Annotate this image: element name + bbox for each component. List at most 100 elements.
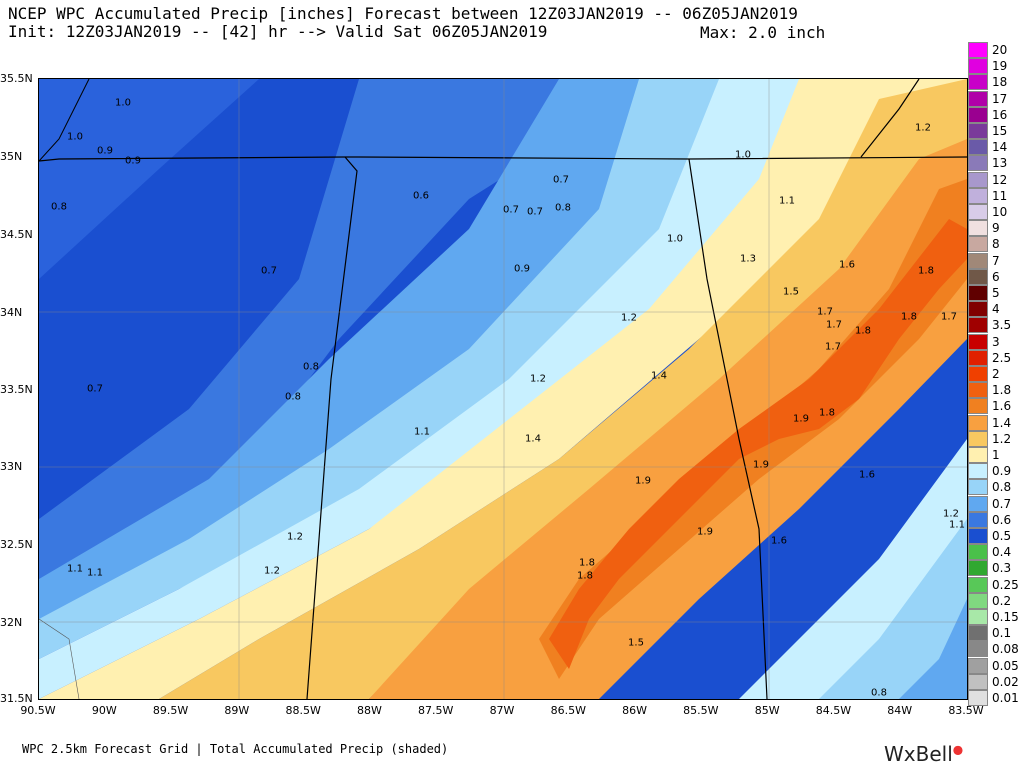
lat-label-35: 35N [0,150,23,163]
legend-swatch [968,268,988,285]
contour-value-label: 1.6 [839,259,855,271]
lat-label-33-5: 33.5N [0,383,33,396]
legend-swatch [968,171,988,188]
contour-value-label: 0.8 [303,361,319,373]
contour-value-label: 1.5 [783,286,799,298]
contour-value-label: 1.8 [819,407,835,419]
contour-value-label: 0.6 [413,190,429,202]
contour-value-label: 1.0 [735,149,751,161]
lon-label: 89W [224,704,250,717]
lat-label-32: 32N [0,616,23,629]
legend-label: 3.5 [992,318,1012,333]
legend-label: 7 [992,253,1000,268]
legend-label: 0.15 [992,610,1019,624]
contour-value-label: 1.4 [525,433,541,445]
legend-swatch [968,560,988,577]
legend-label: 11 [992,188,1008,203]
contour-value-label: 0.8 [871,687,887,699]
contour-value-label: 1.7 [825,341,841,353]
legend-label: 3 [992,334,1000,349]
contour-value-label: 0.7 [261,265,277,277]
max-value: Max: 2.0 inch [700,23,826,42]
legend-swatch [968,609,988,625]
wxbell-logo: WxBell● [884,742,964,766]
contour-value-label: 0.7 [553,174,569,186]
legend-swatch [968,511,988,528]
legend-label: 0.8 [992,480,1012,495]
legend-swatch [968,58,988,75]
legend-label: 0.1 [992,626,1012,641]
contour-value-label: 0.9 [514,263,530,275]
contour-value-label: 1.3 [740,253,756,265]
legend-label: 0.05 [992,658,1019,673]
legend-label: 2 [992,367,1000,381]
legend-label: 0.02 [992,674,1019,689]
lat-label-31-5: 31.5N [0,692,33,705]
lat-label-34-5: 34.5N [0,228,33,241]
legend-swatch [968,479,988,496]
legend-swatch [968,220,988,237]
contour-value-label: 1.1 [414,426,430,438]
legend-swatch [968,317,988,334]
legend-swatch [968,657,988,674]
contour-value-label: 1.1 [67,563,83,575]
legend-swatch [968,625,988,642]
contour-value-label: 1.8 [579,557,595,569]
contour-value-label: 1.7 [817,306,833,318]
legend-label: 4 [992,302,1000,317]
legend-label: 13 [992,156,1008,171]
legend-swatch [968,204,988,220]
legend-label: 1.2 [992,431,1012,446]
legend-label: 18 [992,75,1008,90]
lon-label: 89.5W [152,704,189,717]
legend-label: 12 [992,172,1008,187]
footer-caption: WPC 2.5km Forecast Grid | Total Accumula… [22,742,449,756]
contour-value-label: 1.2 [621,312,637,324]
legend-swatch [968,447,988,463]
contour-value-label: 1.1 [87,567,103,579]
contour-value-label: 0.7 [503,204,519,216]
contour-value-label: 1.7 [941,311,957,323]
contour-value-label: 1.7 [826,319,842,331]
lon-label: 86W [622,704,647,717]
legend-label: 0.6 [992,512,1012,527]
legend-swatch [968,285,988,301]
legend-swatch [968,544,988,561]
lat-label-33: 33N [0,460,23,473]
legend-label: 16 [992,107,1008,122]
lon-label: 83.5W [948,704,984,717]
legend-swatch [968,366,988,382]
legend-label: 1 [992,448,1000,462]
legend-swatch [968,641,988,658]
contour-value-label: 0.7 [87,383,103,395]
contour-value-label: 1.6 [859,469,875,481]
contour-value-label: 1.8 [901,311,917,323]
contour-value-label: 1.8 [855,325,871,337]
contour-value-label: 1.8 [577,570,593,582]
legend-swatch [968,382,988,399]
lon-label: 85.5W [683,704,719,717]
contour-value-label: 1.1 [779,195,795,207]
lon-label: 85W [754,704,780,717]
contour-value-label: 1.9 [697,526,713,538]
legend-label: 20 [992,43,1008,57]
legend-label: 0.2 [992,593,1012,608]
legend-swatch [968,576,988,593]
lat-label-32-5: 32.5N [0,538,33,551]
legend-swatch [968,673,988,690]
legend-label: 8 [992,237,1000,252]
contour-value-label: 1.9 [635,475,651,487]
legend-swatch [968,252,988,269]
legend-label: 5 [992,286,1000,300]
legend-label: 0.01 [992,691,1019,705]
legend-label: 0.9 [992,464,1012,479]
legend-swatch [968,398,988,415]
legend-swatch [968,187,988,204]
legend-swatch [968,155,988,172]
legend-label: 0.4 [992,545,1012,560]
legend-label: 19 [992,59,1008,74]
contour-value-label: 0.8 [555,202,571,214]
legend-swatch [968,90,988,107]
lon-label: 86.5W [550,704,586,717]
legend-label: 17 [992,91,1008,106]
